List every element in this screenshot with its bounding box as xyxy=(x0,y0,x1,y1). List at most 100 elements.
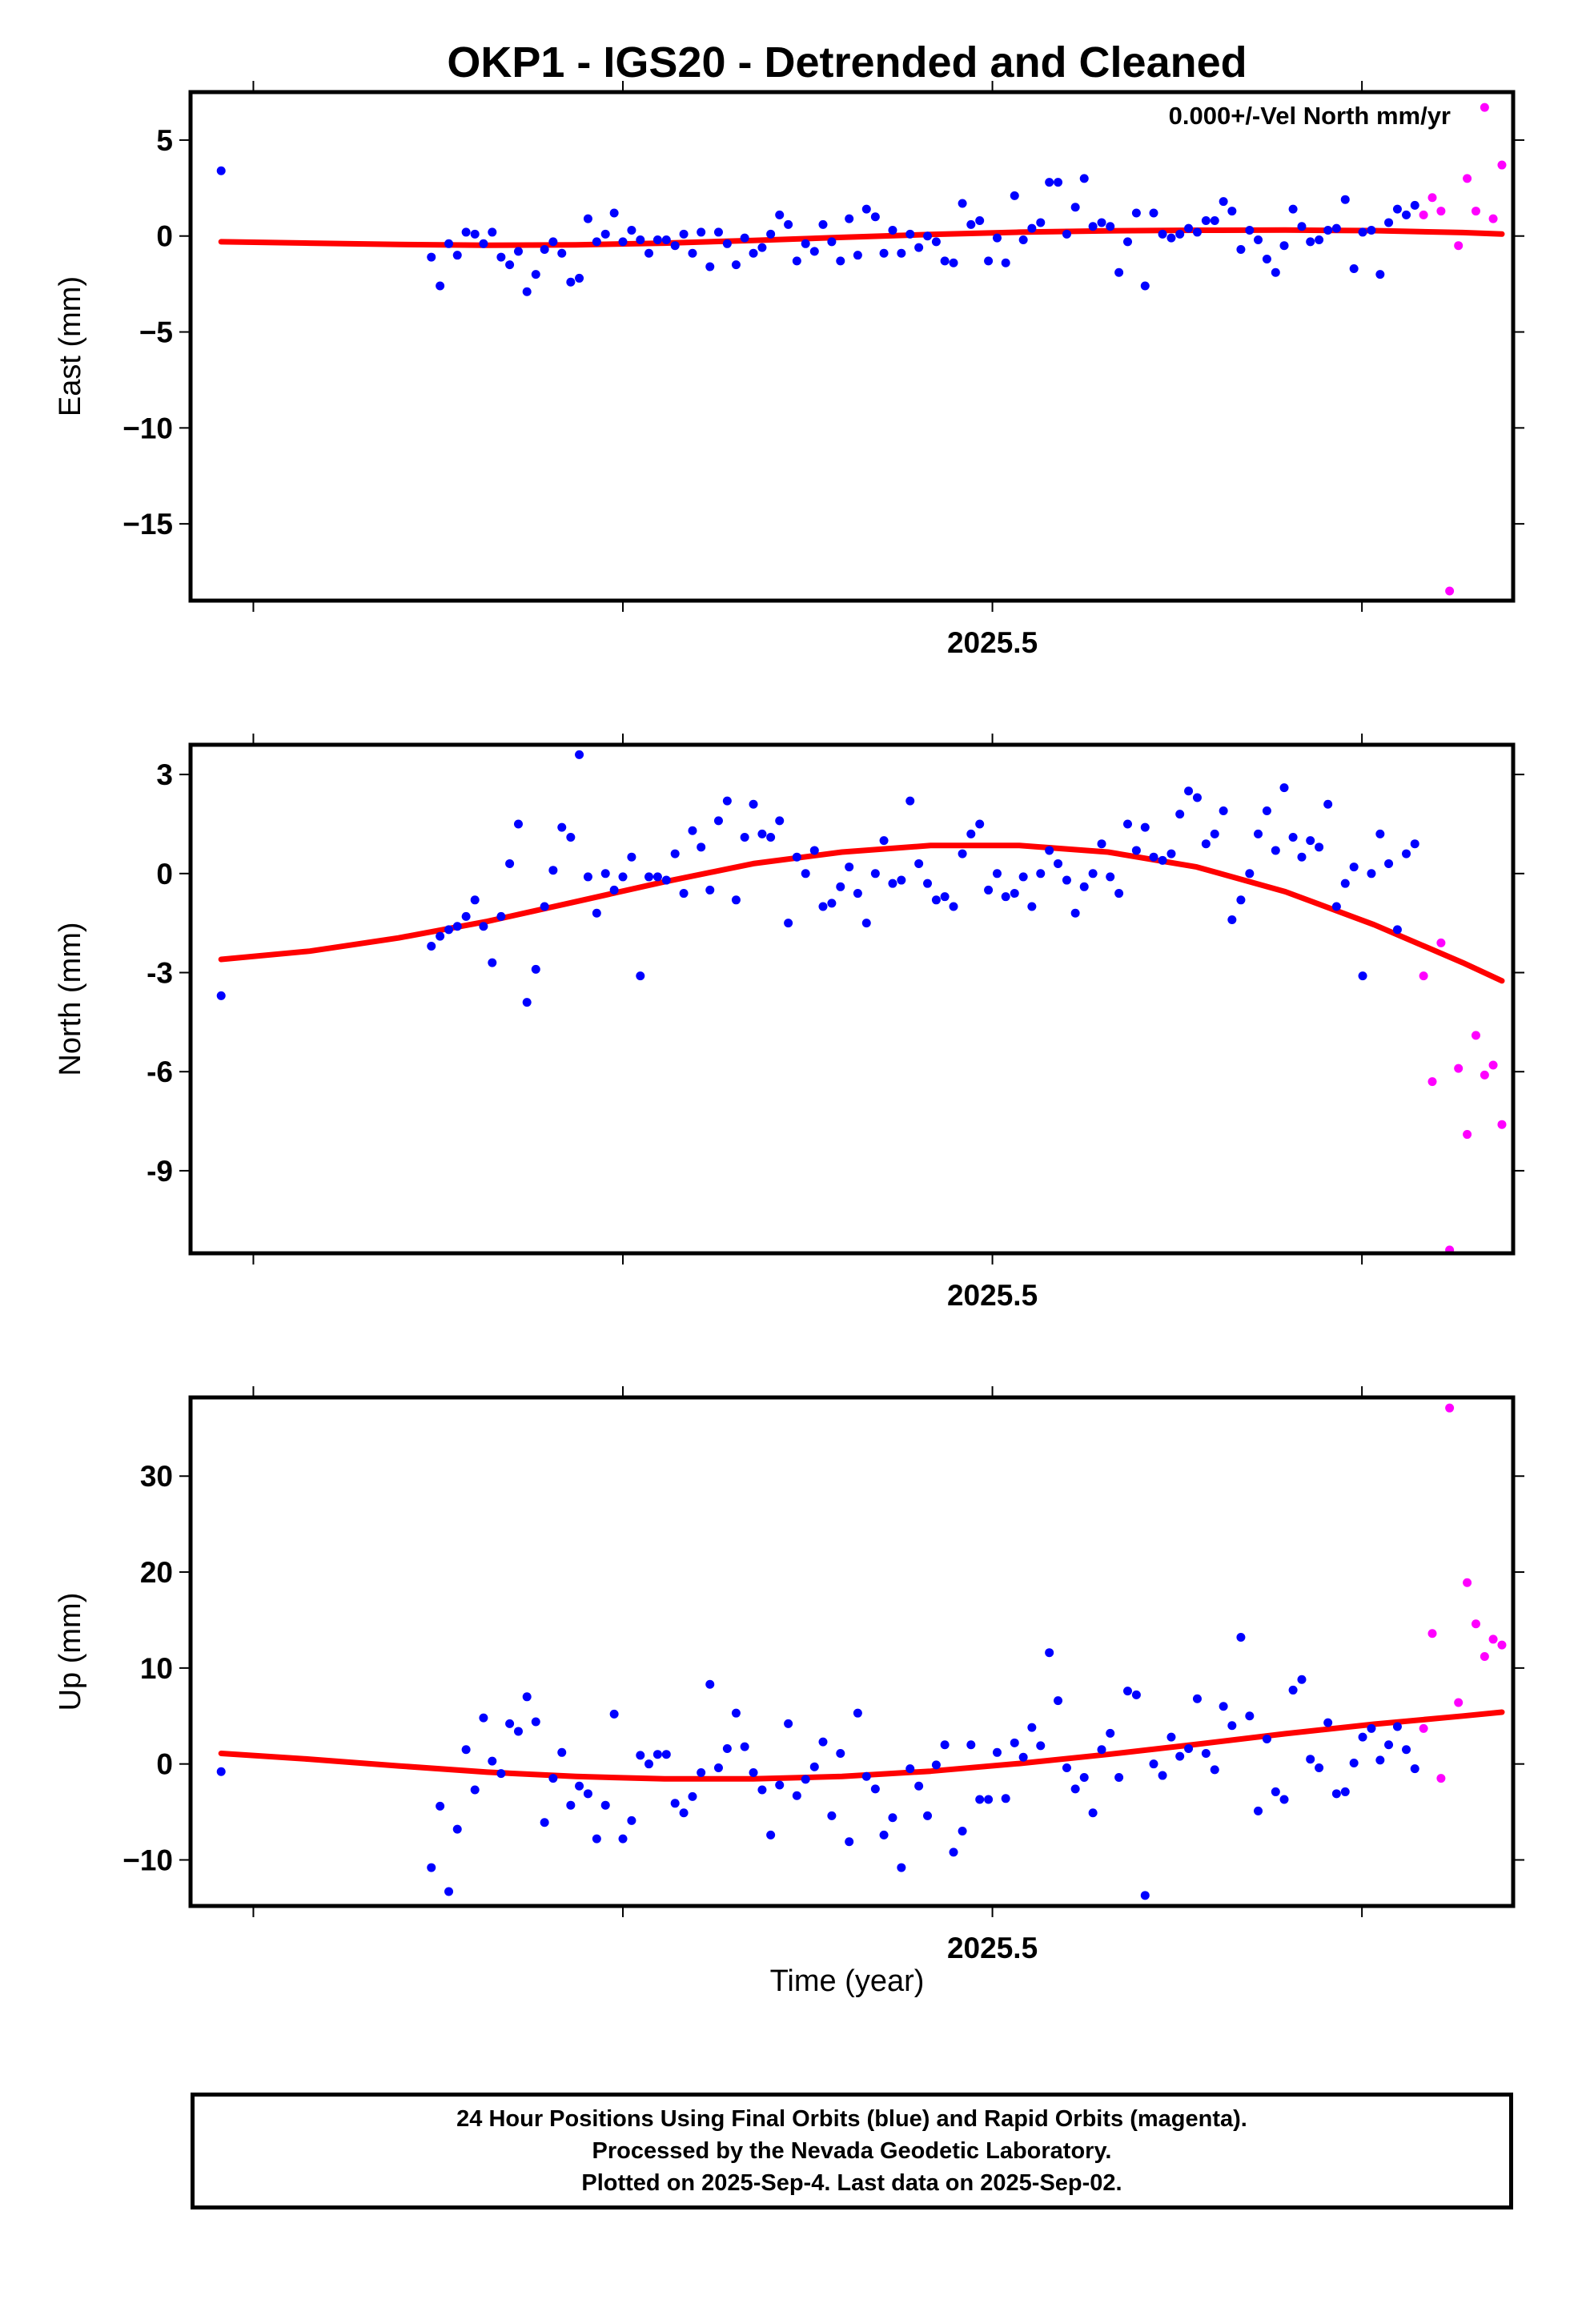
up-final-point xyxy=(531,1717,540,1727)
east-final-point xyxy=(1010,191,1019,200)
up-final-point xyxy=(1410,1764,1419,1774)
north-final-point xyxy=(757,829,767,838)
north-final-point xyxy=(923,879,933,888)
up-final-point xyxy=(1088,1808,1098,1818)
up-ytick-label: 30 xyxy=(140,1460,173,1493)
up-final-point xyxy=(845,1837,854,1847)
up-final-point xyxy=(992,1747,1002,1757)
east-final-point xyxy=(1384,218,1394,227)
up-final-point xyxy=(470,1785,480,1795)
north-final-point xyxy=(452,922,462,931)
east-final-point xyxy=(1279,241,1289,251)
north-ytick-label: 0 xyxy=(156,858,173,891)
up-final-point xyxy=(1123,1687,1133,1696)
up-final-point xyxy=(853,1708,862,1718)
north-final-point xyxy=(731,895,741,905)
north-rapid-point xyxy=(1497,1120,1507,1129)
up-final-point xyxy=(679,1808,689,1818)
east-final-point xyxy=(757,243,767,252)
up-final-point xyxy=(1288,1685,1298,1695)
up-final-point xyxy=(452,1824,462,1834)
north-final-point xyxy=(784,919,793,928)
north-final-point xyxy=(1349,862,1359,872)
north-rapid-point xyxy=(1419,971,1428,981)
up-final-point xyxy=(216,1767,226,1776)
up-final-point xyxy=(1271,1787,1280,1796)
east-final-point xyxy=(958,199,967,208)
up-final-point xyxy=(1149,1759,1158,1769)
east-rapid-point xyxy=(1445,586,1455,596)
north-final-point xyxy=(609,885,619,895)
north-rapid-point xyxy=(1488,1060,1498,1070)
north-final-point xyxy=(1131,846,1141,855)
east-final-point xyxy=(853,251,862,260)
east-frame xyxy=(188,90,1516,603)
up-final-point xyxy=(984,1795,994,1804)
up-final-point xyxy=(600,1800,610,1810)
east-final-point xyxy=(1323,226,1333,235)
up-final-point xyxy=(1254,1806,1263,1815)
east-final-point xyxy=(1106,222,1115,231)
east-final-point xyxy=(1131,208,1141,218)
up-final-point xyxy=(566,1800,576,1810)
east-final-point xyxy=(801,239,810,248)
up-ytick-label: 0 xyxy=(156,1748,173,1781)
east-final-point xyxy=(888,226,897,235)
east-final-point xyxy=(697,227,706,237)
north-final-point xyxy=(1062,875,1071,885)
east-final-point xyxy=(452,251,462,260)
east-final-point xyxy=(1297,222,1307,231)
east-final-point xyxy=(740,233,749,243)
up-final-point xyxy=(897,1863,906,1872)
north-final-point xyxy=(1306,836,1315,846)
north-final-point xyxy=(1315,842,1324,852)
north-final-point xyxy=(1331,902,1341,911)
north-final-point xyxy=(461,911,471,921)
up-final-point xyxy=(496,1769,506,1779)
north-rapid-point xyxy=(1436,938,1446,947)
east-final-point xyxy=(1114,267,1124,277)
east-final-point xyxy=(836,256,845,266)
up-final-point xyxy=(1245,1711,1255,1721)
up-final-point xyxy=(1027,1723,1037,1732)
north-final-point xyxy=(1149,852,1158,862)
north-final-point xyxy=(488,958,497,967)
north-final-point xyxy=(600,869,610,879)
east-final-point xyxy=(1140,281,1150,291)
east-xtick-label: 2025.5 xyxy=(947,626,1038,659)
up-final-point xyxy=(1340,1787,1350,1796)
north-rapid-point xyxy=(1471,1031,1480,1040)
up-rapid-point xyxy=(1471,1619,1480,1629)
north-final-point xyxy=(766,832,776,842)
north-final-point xyxy=(661,875,671,885)
east-final-point xyxy=(1271,267,1280,277)
north-ytick-label: -9 xyxy=(147,1155,173,1188)
east-final-point xyxy=(784,219,793,229)
north-final-point xyxy=(713,816,723,826)
north-final-point xyxy=(897,875,906,885)
up-final-point xyxy=(436,1801,445,1811)
up-final-point xyxy=(488,1756,497,1766)
north-final-point xyxy=(975,819,985,829)
east-final-point xyxy=(1219,197,1228,207)
east-final-point xyxy=(505,260,515,270)
up-final-point xyxy=(792,1791,801,1800)
up-final-point xyxy=(427,1863,436,1872)
east-rapid-point xyxy=(1454,241,1464,251)
east-final-point xyxy=(1331,223,1341,233)
up-final-point xyxy=(1219,1702,1228,1711)
north-final-point xyxy=(1375,829,1385,838)
up-final-point xyxy=(1097,1745,1106,1755)
north-final-point xyxy=(801,869,810,879)
north-final-point xyxy=(940,892,950,902)
up-final-point xyxy=(1175,1751,1185,1761)
north-final-point xyxy=(914,858,924,868)
up-final-point xyxy=(1018,1752,1028,1762)
up-final-point xyxy=(923,1811,933,1820)
up-final-point xyxy=(1279,1795,1289,1804)
east-final-point xyxy=(427,252,436,262)
east-rapid-point xyxy=(1427,193,1437,203)
up-final-point xyxy=(1166,1732,1176,1742)
east-final-point xyxy=(705,262,715,271)
up-panel: 2025.5 30 20 10 0 −10 Up (mm) xyxy=(54,1386,1524,1964)
